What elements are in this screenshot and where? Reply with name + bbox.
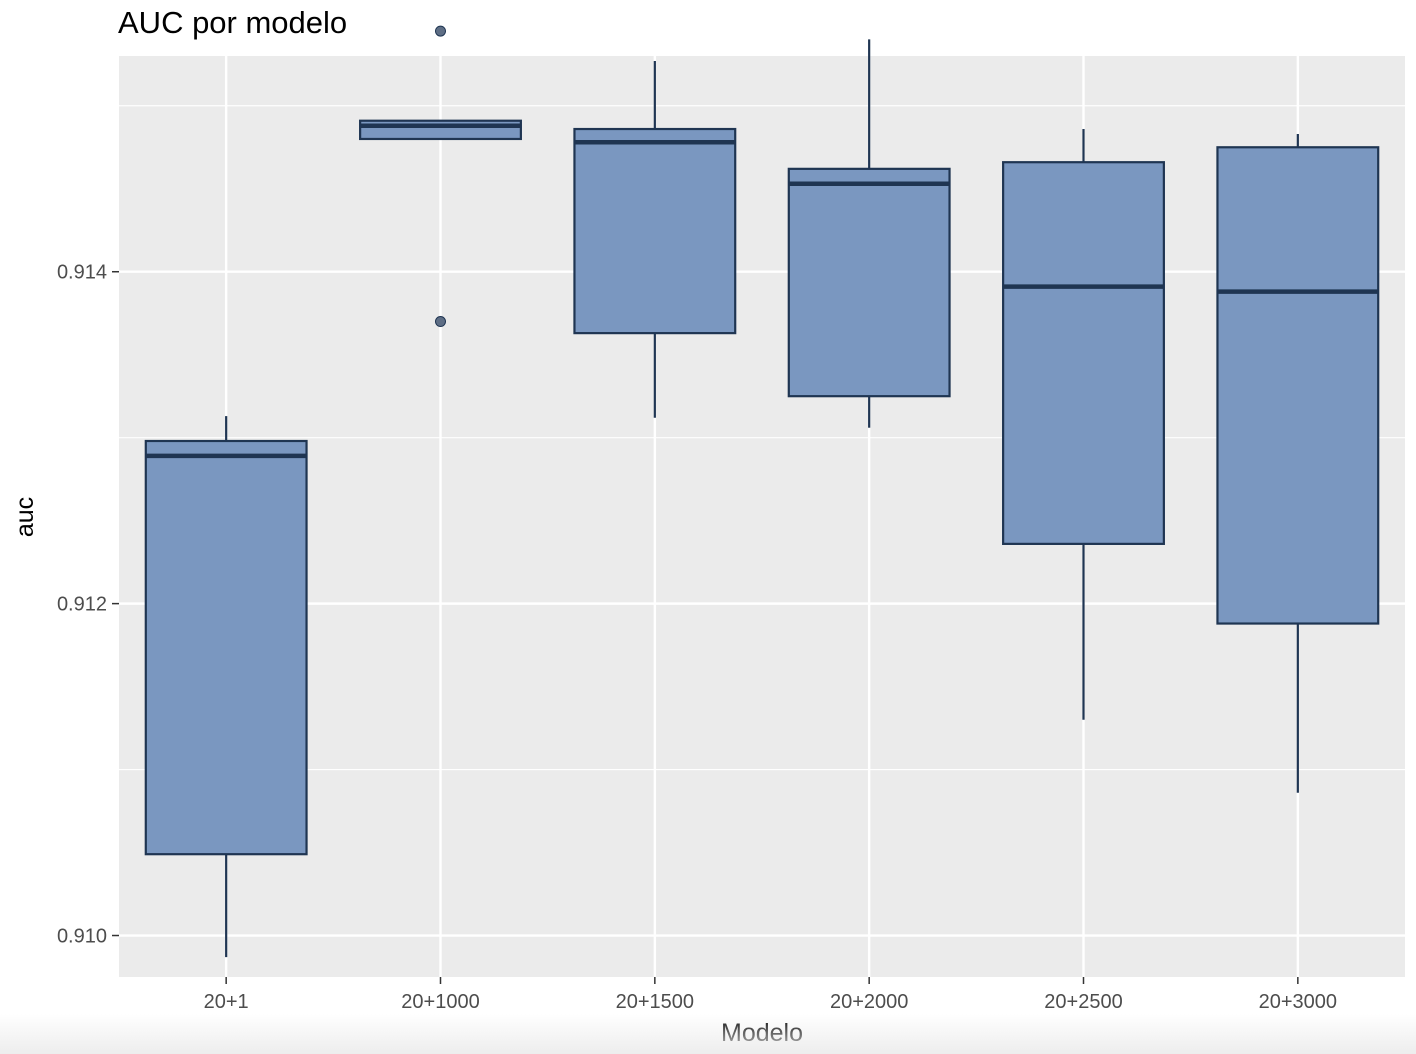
chart-title: AUC por modelo [118,5,347,40]
box-20+2000 [787,39,951,428]
box-body [573,127,737,335]
plot-panel [119,56,1405,977]
x-tick-label: 20+2000 [830,991,908,1013]
box-body [1002,161,1165,545]
y-tick-label: 0.912 [57,594,107,616]
outlier-point [435,316,446,328]
box-body [787,167,951,398]
grid-minor [119,105,1405,771]
boxes [144,25,1380,958]
x-axis-title: Modelo [721,1019,803,1047]
y-tick-label: 0.910 [57,926,107,948]
x-tick-label: 20+1 [204,991,249,1013]
box-20+1500 [573,60,737,418]
box-body [1216,146,1380,625]
box-20+2500 [1002,129,1165,720]
outlier-point [435,25,446,37]
x-axis: 20+1 20+1000 20+1500 20+2000 20+2500 20+3000 [204,977,1337,1013]
box-20+1000 [359,25,522,328]
x-tick-label: 20+1000 [401,991,479,1013]
box-20+1 [144,416,308,958]
y-axis: 0.910 0.912 0.914 [57,262,119,948]
box-20+3000 [1216,133,1380,793]
x-tick-label: 20+3000 [1259,991,1337,1013]
x-tick-label: 20+2500 [1044,991,1122,1013]
y-axis-title: auc [11,497,39,537]
y-tick-label: 0.914 [57,262,107,284]
x-tick-label: 20+1500 [616,991,694,1013]
box-body [144,439,308,856]
